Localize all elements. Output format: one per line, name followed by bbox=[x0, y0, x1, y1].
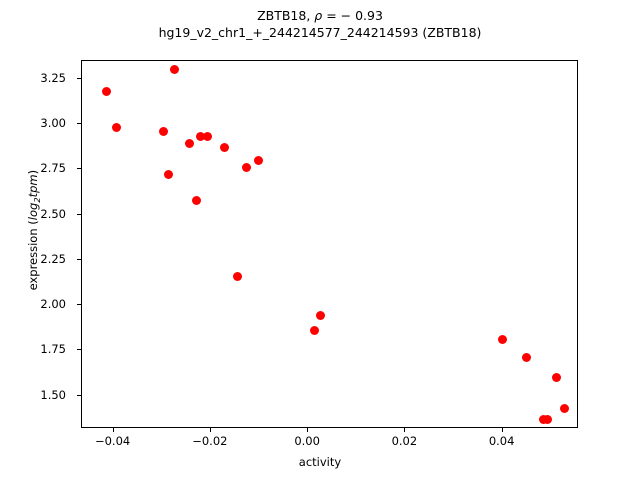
plot-axes-frame bbox=[81, 60, 578, 428]
data-point bbox=[552, 373, 562, 383]
rho-symbol: ρ bbox=[314, 8, 323, 23]
data-point bbox=[232, 271, 242, 281]
data-point bbox=[158, 126, 168, 136]
y-axis-tick bbox=[77, 123, 81, 125]
y-axis-tick bbox=[77, 213, 81, 215]
x-axis-tick-label: −0.02 bbox=[192, 434, 228, 448]
data-point bbox=[559, 403, 569, 413]
data-point bbox=[195, 132, 205, 142]
y-axis-label: expression (log2tpm) bbox=[26, 100, 42, 360]
data-point bbox=[184, 139, 194, 149]
y-axis-tick-label: 2.75 bbox=[40, 161, 66, 176]
data-point bbox=[191, 195, 201, 205]
rho-value: = − 0.93 bbox=[322, 8, 383, 23]
y-axis-label-suffix: ) bbox=[25, 169, 40, 175]
y-axis-tick bbox=[77, 258, 81, 260]
y-axis-tick-label: 2.00 bbox=[40, 297, 66, 312]
y-axis-label-tpm: tpm bbox=[25, 174, 40, 198]
y-axis-tick bbox=[77, 168, 81, 170]
data-point bbox=[543, 414, 553, 424]
y-axis-tick bbox=[77, 394, 81, 396]
data-point bbox=[522, 353, 532, 363]
x-axis-tick-label: −0.04 bbox=[94, 434, 131, 448]
y-axis-tick-label: 1.50 bbox=[40, 387, 66, 402]
x-axis-tick-label: 0.02 bbox=[391, 434, 418, 448]
data-point bbox=[538, 414, 548, 424]
y-axis-label-prefix: expression ( bbox=[25, 220, 40, 291]
x-axis-tick bbox=[501, 428, 503, 432]
data-point bbox=[219, 143, 229, 153]
data-point bbox=[169, 65, 179, 75]
x-axis-tick bbox=[307, 428, 309, 432]
y-axis-tick-label: 3.25 bbox=[40, 70, 66, 85]
y-axis-tick bbox=[77, 304, 81, 306]
y-axis-tick-label: 2.50 bbox=[40, 206, 66, 221]
data-point bbox=[316, 311, 326, 321]
y-axis-tick-label: 1.75 bbox=[40, 342, 66, 357]
y-axis-tick bbox=[77, 77, 81, 79]
x-axis-tick bbox=[404, 428, 406, 432]
x-axis-label: activity bbox=[298, 455, 342, 469]
data-point bbox=[309, 325, 319, 335]
chart-title-subtitle: hg19_v2_chr1_+_244214577_244214593 (ZBTB… bbox=[158, 24, 482, 40]
x-axis-tick bbox=[112, 428, 114, 432]
chart-title-primary: ZBTB18, ρ = − 0.93 bbox=[0, 8, 640, 25]
title-gene-label: ZBTB18, bbox=[257, 8, 311, 23]
data-point bbox=[111, 123, 121, 133]
y-axis-tick-label: 2.25 bbox=[40, 251, 66, 266]
plot-data-area bbox=[82, 61, 577, 427]
data-point bbox=[498, 335, 508, 345]
data-point bbox=[163, 170, 173, 180]
data-point bbox=[254, 155, 264, 165]
data-point bbox=[101, 86, 111, 96]
x-axis-tick-label: 0.00 bbox=[294, 434, 320, 448]
data-point bbox=[242, 162, 252, 172]
chart-title-block: ZBTB18, ρ = − 0.93 hg19_v2_chr1_+_244214… bbox=[0, 8, 640, 42]
y-axis-tick bbox=[77, 349, 81, 351]
y-axis-tick-label: 3.00 bbox=[40, 116, 66, 131]
data-point bbox=[203, 132, 213, 142]
x-axis-tick bbox=[209, 428, 211, 432]
x-axis-tick-label: 0.04 bbox=[488, 434, 515, 448]
y-axis-label-subscript: 2 bbox=[32, 197, 43, 203]
y-axis-label-log: log bbox=[25, 202, 40, 221]
